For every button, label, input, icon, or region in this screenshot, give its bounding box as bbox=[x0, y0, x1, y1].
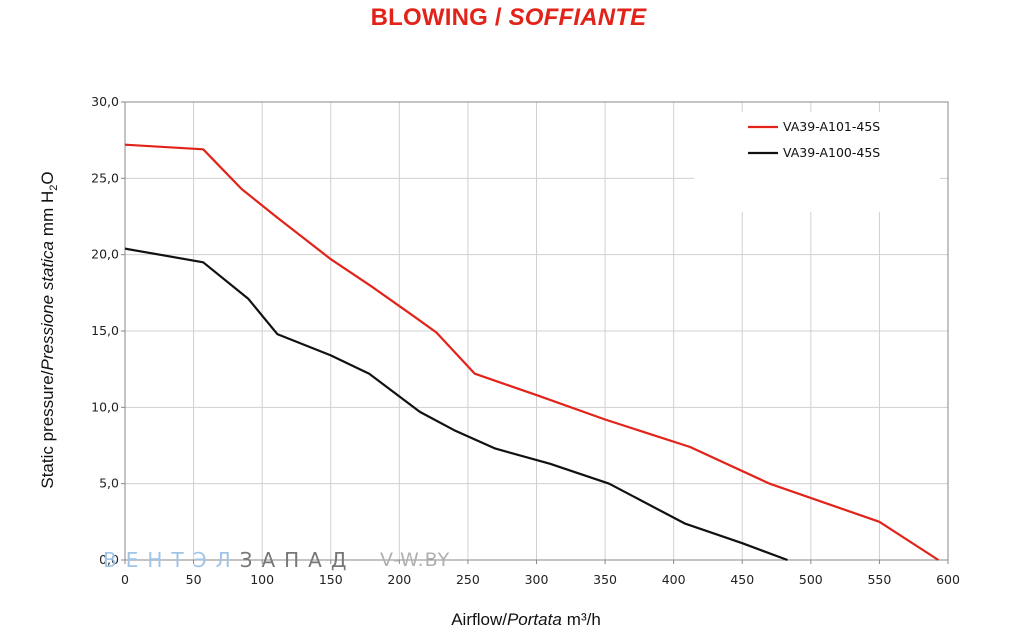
x-tick-label: 350 bbox=[593, 572, 617, 587]
watermark-part-1: ВЕНТЭЛ bbox=[103, 548, 240, 572]
x-tick-label: 150 bbox=[319, 572, 343, 587]
x-tick-label: 200 bbox=[387, 572, 411, 587]
legend: VA39-A101-45S VA39-A100-45S bbox=[694, 112, 940, 212]
chart-title-italic: SOFFIANTE bbox=[508, 4, 647, 31]
y-tick-label: 20,0 bbox=[91, 247, 119, 262]
y-axis-title-subscript: 2 bbox=[48, 185, 60, 191]
legend-box bbox=[694, 112, 940, 212]
x-axis-tick-labels: 0 50 100 150 200 250 300 350 400 450 500 550 600 bbox=[121, 560, 960, 587]
chart-title-separator: / bbox=[487, 4, 509, 31]
y-axis-title-plain: Static pressure bbox=[38, 375, 57, 488]
legend-label: VA39-A100-45S bbox=[783, 145, 880, 160]
x-axis-title-slash: / bbox=[502, 610, 507, 629]
chart-title-main: BLOWING bbox=[370, 4, 488, 31]
x-axis-title: Airflow/Portata m³/h bbox=[451, 610, 601, 629]
x-tick-label: 300 bbox=[525, 572, 549, 587]
series-line bbox=[124, 247, 788, 562]
y-axis-title-italic: Pressione statica bbox=[38, 241, 57, 370]
y-tick-label: 30,0 bbox=[91, 94, 119, 109]
x-axis-title-unit: m³/h bbox=[567, 610, 601, 629]
x-tick-label: 0 bbox=[121, 572, 129, 587]
x-tick-label: 400 bbox=[662, 572, 686, 587]
x-tick-label: 100 bbox=[250, 572, 274, 587]
x-tick-label: 450 bbox=[730, 572, 754, 587]
x-axis-title-plain: Airflow bbox=[451, 610, 503, 629]
x-tick-label: 550 bbox=[867, 572, 891, 587]
series-line bbox=[124, 143, 939, 561]
y-axis-title-unit-end: O bbox=[38, 171, 57, 184]
x-axis-title-italic: Portata bbox=[507, 610, 562, 629]
watermark: ВЕНТЭЛЗАПАД V-W.BY bbox=[103, 548, 450, 572]
y-tick-label: 15,0 bbox=[91, 323, 119, 338]
x-tick-label: 250 bbox=[456, 572, 480, 587]
watermark-text-left: ВЕНТЭЛЗАПАД bbox=[103, 548, 355, 572]
y-tick-label: 0,0 bbox=[99, 552, 119, 567]
y-tick-label: 10,0 bbox=[91, 399, 119, 414]
x-tick-label: 50 bbox=[186, 572, 202, 587]
series-lines bbox=[124, 143, 939, 562]
y-tick-label: 25,0 bbox=[91, 170, 119, 185]
y-axis-title-unit: mm H bbox=[38, 191, 57, 236]
y-tick-label: 5,0 bbox=[99, 476, 119, 491]
x-tick-label: 600 bbox=[936, 572, 960, 587]
legend-label: VA39-A101-45S bbox=[783, 119, 880, 134]
x-tick-label: 500 bbox=[799, 572, 823, 587]
y-axis-title: Static pressure/Pressione statica mm H2O bbox=[38, 171, 60, 488]
chart-title: BLOWING / SOFFIANTE bbox=[0, 4, 1017, 32]
y-axis-title-slash: / bbox=[38, 370, 57, 375]
watermark-part-2: ЗАПАД bbox=[240, 548, 356, 572]
watermark-text-right: V-W.BY bbox=[380, 549, 450, 571]
y-axis-tick-labels: 0,0 5,0 10,0 15,0 20,0 25,0 30,0 bbox=[91, 94, 125, 567]
